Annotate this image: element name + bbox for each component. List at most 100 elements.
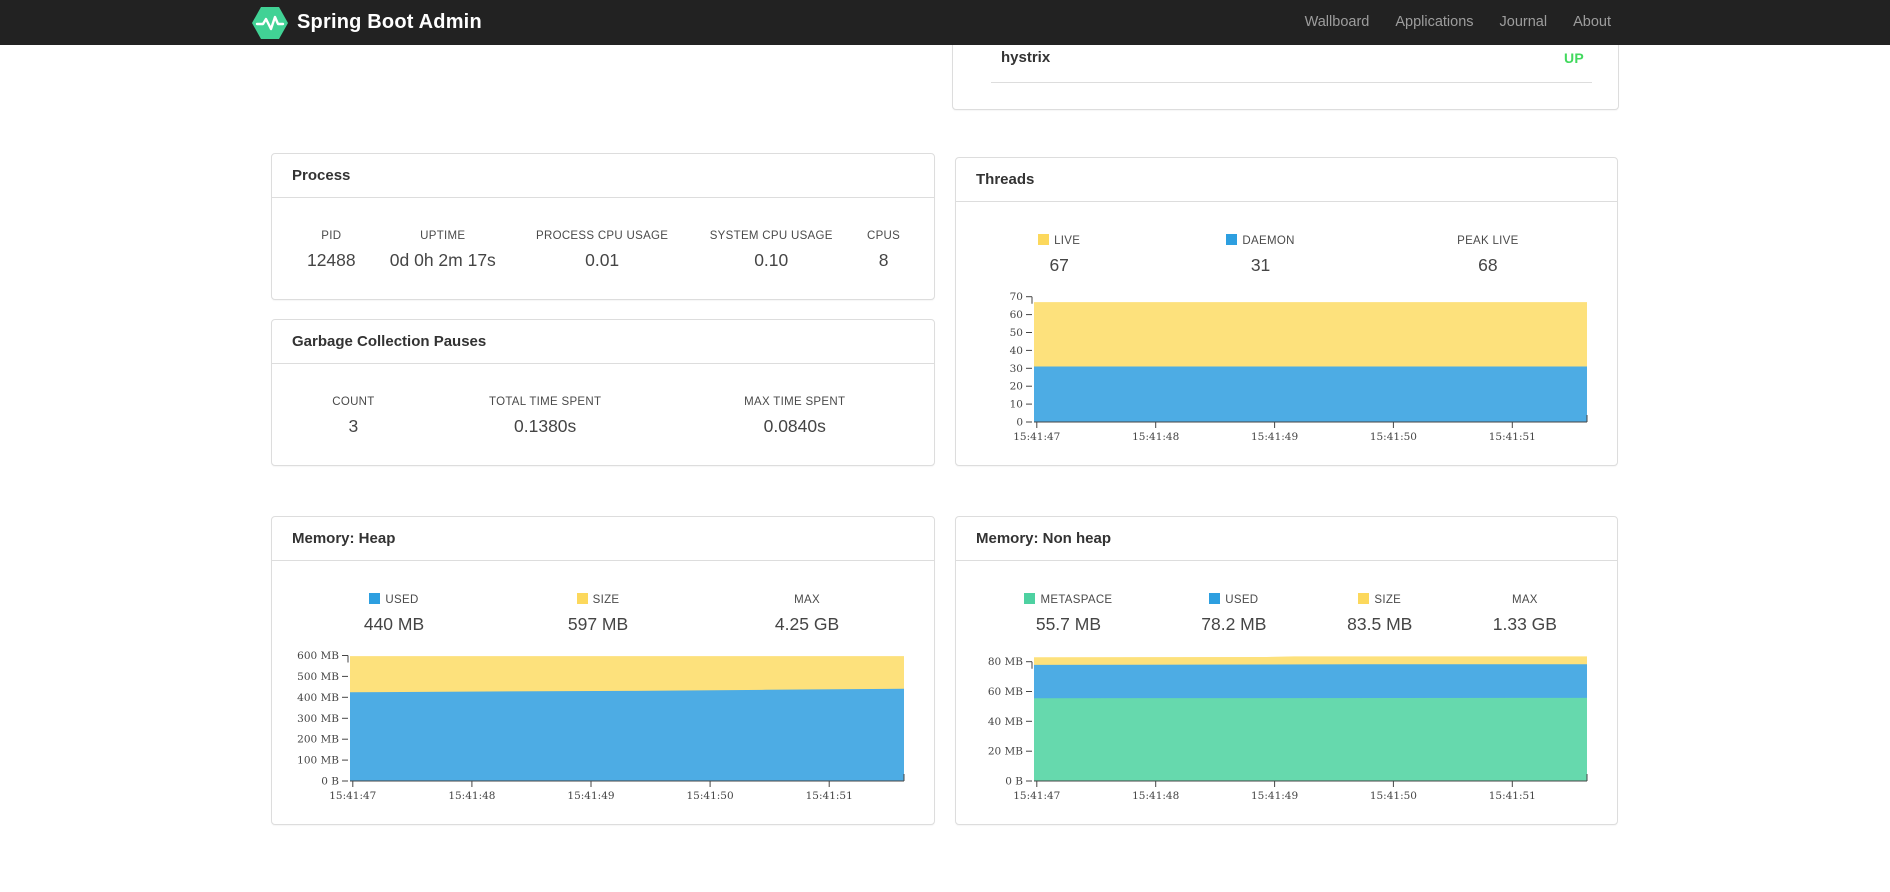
legend-label: MAX <box>1511 593 1538 606</box>
nonheap-values-row: 55.7 MB 78.2 MB 83.5 MB 1.33 GB <box>976 614 1597 641</box>
svg-text:40 MB: 40 MB <box>988 716 1023 728</box>
stat-value: 78.2 MB <box>1201 614 1267 634</box>
memory-nonheap-card-title: Memory: Non heap <box>956 517 1617 561</box>
legend-swatch-live <box>1038 234 1050 245</box>
svg-text:15:41:49: 15:41:49 <box>1251 790 1298 802</box>
threads-chart: 0 10 20 30 40 50 60 70 15:41:47 15:41:48 15:41:49 1… <box>976 288 1597 450</box>
stat-label: MAX TIME SPENT <box>744 396 846 408</box>
legend-item-daemon: DAEMON <box>1142 234 1378 255</box>
svg-text:15:41:47: 15:41:47 <box>1013 431 1060 443</box>
threads-card-body: LIVE DAEMON PEAK LIVE 67 31 68 0 10 20 30 40… <box>956 202 1617 450</box>
stat-label: TOTAL TIME SPENT <box>488 396 602 408</box>
nonheap-legend-table: METASPACE USED SIZE MAX 55.7 MB 78.2 MB … <box>976 593 1597 641</box>
gc-values-row: 3 0.1380s 0.0840s <box>292 416 914 443</box>
nav-item-about[interactable]: About <box>1573 14 1611 30</box>
legend-label: SIZE <box>1374 594 1402 606</box>
stat-value: 55.7 MB <box>1035 614 1102 634</box>
svg-text:15:41:50: 15:41:50 <box>1370 431 1417 443</box>
memory-heap-card: Memory: Heap USED SIZE MAX 440 MB 597 MB… <box>271 516 935 825</box>
hexagon-shape <box>252 6 288 39</box>
svg-text:50: 50 <box>1010 327 1023 339</box>
nav-item-wallboard[interactable]: Wallboard <box>1304 14 1370 30</box>
svg-text:15:41:49: 15:41:49 <box>567 790 614 802</box>
nav-item-journal[interactable]: Journal <box>1499 14 1548 30</box>
legend-item-size: SIZE <box>1307 593 1453 614</box>
gc-card: Garbage Collection Pauses COUNT TOTAL TI… <box>271 319 935 466</box>
svg-text:200 MB: 200 MB <box>297 734 339 746</box>
memory-heap-card-body: USED SIZE MAX 440 MB 597 MB 4.25 GB 0 B 1… <box>272 561 934 809</box>
gc-card-body: COUNT TOTAL TIME SPENT MAX TIME SPENT 3 … <box>272 364 934 443</box>
svg-text:15:41:51: 15:41:51 <box>1489 790 1536 802</box>
stat-label: UPTIME <box>420 230 466 242</box>
stat-value: 1.33 GB <box>1492 614 1557 634</box>
stat-value: 0.0840s <box>763 416 826 436</box>
process-stats-table: PID UPTIME PROCESS CPU USAGE SYSTEM CPU … <box>292 230 914 277</box>
svg-text:0 B: 0 B <box>1005 776 1023 788</box>
stat-value: 8 <box>878 250 889 270</box>
svg-text:60: 60 <box>1010 309 1023 321</box>
stat-label: SYSTEM CPU USAGE <box>709 230 833 242</box>
svg-text:20 MB: 20 MB <box>988 746 1023 758</box>
svg-text:600 MB: 600 MB <box>297 650 339 662</box>
svg-text:15:41:50: 15:41:50 <box>687 790 734 802</box>
legend-label: DAEMON <box>1242 235 1295 247</box>
legend-label: MAX <box>794 593 820 606</box>
svg-text:0: 0 <box>1016 417 1023 429</box>
stat-value: 31 <box>1250 255 1271 275</box>
stat-label: PID <box>321 230 342 242</box>
heap-labels-row: USED SIZE MAX <box>292 593 914 614</box>
svg-text:80 MB: 80 MB <box>988 656 1023 668</box>
legend-swatch-size <box>576 593 588 604</box>
application-status-badge: UP <box>1563 50 1584 66</box>
memory-nonheap-chart: 0 B 20 MB 40 MB 60 MB 80 MB 15:41:47 15:41:48 1… <box>976 647 1597 809</box>
brand-title: Spring Boot Admin <box>297 11 482 33</box>
svg-text:500 MB: 500 MB <box>297 671 339 683</box>
svg-text:15:41:49: 15:41:49 <box>1251 431 1298 443</box>
stat-value: 4.25 GB <box>774 614 840 634</box>
stat-value: 0d 0h 2m 17s <box>389 250 496 270</box>
stat-value: 440 MB <box>363 614 425 634</box>
stat-value: 83.5 MB <box>1347 614 1413 634</box>
legend-label: LIVE <box>1054 235 1081 247</box>
brand-link[interactable]: Spring Boot Admin <box>252 6 482 39</box>
legend-label: USED <box>1225 594 1259 606</box>
stat-value: 597 MB <box>567 614 629 634</box>
stat-value: 68 <box>1478 255 1498 275</box>
legend-swatch-metaspace <box>1024 593 1036 604</box>
legend-label: PEAK LIVE <box>1457 234 1519 247</box>
legend-item-max: MAX <box>1453 593 1597 614</box>
stat-label: CPUS <box>866 230 901 242</box>
stat-label: PROCESS CPU USAGE <box>536 230 669 242</box>
svg-text:10: 10 <box>1010 399 1023 411</box>
stat-value: 3 <box>348 416 359 436</box>
legend-label: USED <box>385 594 419 606</box>
application-row[interactable]: hystrix UP <box>991 21 1592 83</box>
pulse-hexagon-icon <box>252 6 288 39</box>
stat-value: 0.01 <box>585 250 620 270</box>
gc-labels-row: COUNT TOTAL TIME SPENT MAX TIME SPENT <box>292 396 914 416</box>
nav-item-applications[interactable]: Applications <box>1395 14 1474 30</box>
svg-text:400 MB: 400 MB <box>297 692 339 704</box>
legend-item-live: LIVE <box>976 234 1142 255</box>
legend-item-max: MAX <box>700 593 914 614</box>
stat-value: 0.1380s <box>514 416 577 436</box>
process-values-row: 12488 0d 0h 2m 17s 0.01 0.10 8 <box>292 250 914 277</box>
process-labels-row: PID UPTIME PROCESS CPU USAGE SYSTEM CPU … <box>292 230 914 250</box>
legend-item-metaspace: METASPACE <box>976 593 1161 614</box>
legend-label: METASPACE <box>1040 594 1113 606</box>
svg-text:300 MB: 300 MB <box>297 713 339 725</box>
process-card-title: Process <box>272 154 934 198</box>
memory-heap-card-title: Memory: Heap <box>272 517 934 561</box>
memory-nonheap-card: Memory: Non heap METASPACE USED SIZE MAX… <box>955 516 1618 825</box>
legend-item-size: SIZE <box>496 593 700 614</box>
application-name: hystrix <box>1001 49 1051 66</box>
svg-text:15:41:48: 15:41:48 <box>1132 431 1179 443</box>
heap-legend-table: USED SIZE MAX 440 MB 597 MB 4.25 GB <box>292 593 914 641</box>
legend-swatch-used <box>369 593 381 604</box>
svg-text:0 B: 0 B <box>321 776 339 788</box>
legend-item-peak-live: PEAK LIVE <box>1379 234 1597 255</box>
stat-value: 67 <box>1049 255 1069 275</box>
nonheap-labels-row: METASPACE USED SIZE MAX <box>976 593 1597 614</box>
legend-swatch-size <box>1358 593 1370 604</box>
svg-text:40: 40 <box>1010 345 1023 357</box>
